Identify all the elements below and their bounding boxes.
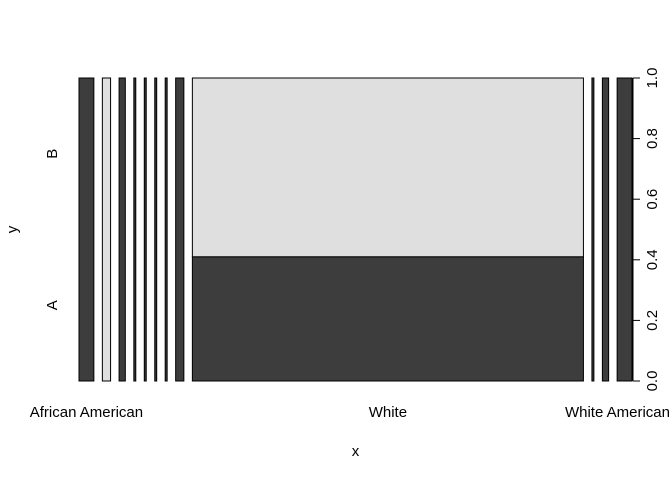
right-axis-tick-label: 1.0 — [644, 68, 661, 89]
x-axis-title: x — [352, 443, 360, 460]
bar-segment-A-7 — [175, 77, 185, 382]
right-axis-tick-label: 0.4 — [644, 249, 661, 270]
right-axis-tick-label: 0.2 — [644, 310, 661, 331]
y-axis-title: y — [4, 225, 21, 233]
x-tick-label-2: White American — [565, 404, 670, 421]
y-level-label-B: B — [44, 149, 61, 159]
y-level-label-A: A — [44, 300, 61, 310]
bar-segment-B-8 — [191, 77, 584, 258]
bar-segment-A-10 — [601, 77, 610, 382]
bar-segment-A-0 — [78, 77, 95, 382]
bar-segment-A-4 — [143, 77, 147, 382]
x-tick-label-1: White — [369, 404, 407, 421]
bars-group — [78, 77, 633, 382]
right-axis-tick-label: 0.8 — [644, 128, 661, 149]
right-axis-tick-label: 0.6 — [644, 189, 661, 210]
bar-segment-A-3 — [133, 77, 137, 382]
bar-segment-A-5 — [154, 77, 158, 382]
right-axis-tick-label: 0.0 — [644, 371, 661, 392]
bar-segment-A-11 — [616, 77, 633, 382]
x-tick-label-0: African American — [30, 404, 143, 421]
right-axis: 0.0 0.2 0.4 0.6 0.8 1.0 — [632, 68, 661, 392]
bar-segment-A-9 — [591, 77, 595, 382]
bar-segment-A-2 — [118, 77, 126, 382]
x-axis: African American White White American — [30, 404, 670, 421]
left-axis: AB — [44, 149, 61, 311]
bar-segment-A-6 — [164, 77, 168, 382]
bar-segment-B-1 — [101, 77, 112, 382]
bar-segment-A-8 — [191, 256, 584, 382]
